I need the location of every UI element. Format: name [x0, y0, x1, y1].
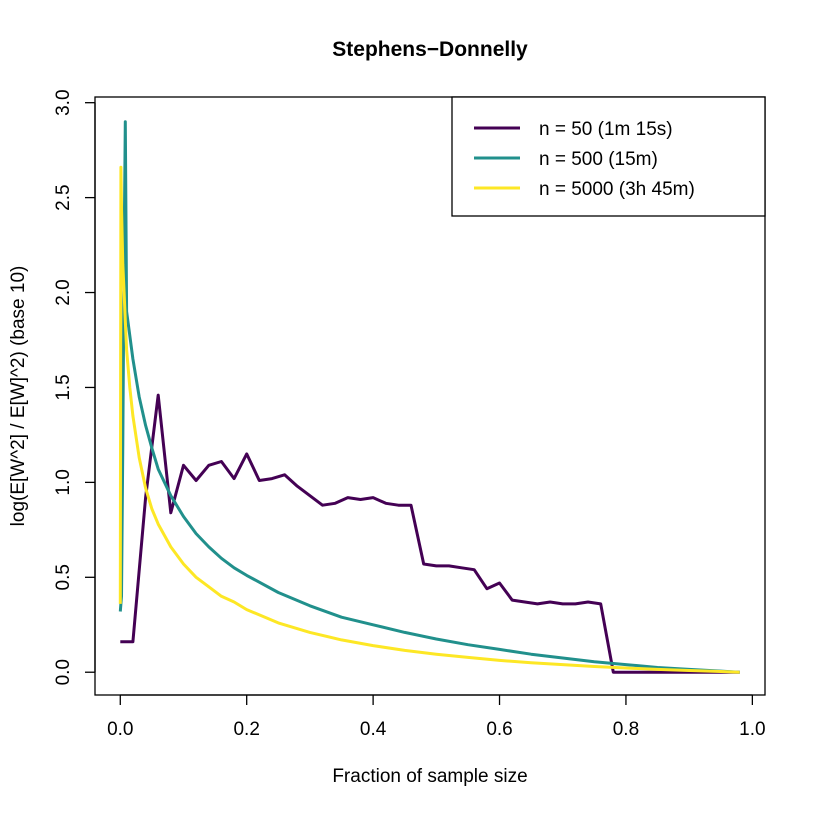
x-tick-label: 0.4 [360, 719, 387, 740]
y-axis-label: log(E[W^2] / E[W]^2) (base 10) [8, 266, 29, 527]
x-tick-label: 0.6 [486, 719, 512, 740]
legend-label-n500: n = 500 (15m) [539, 149, 658, 170]
x-tick-label: 0.8 [613, 719, 639, 740]
y-tick-label: 2.0 [53, 279, 74, 305]
y-tick-label: 1.0 [53, 469, 74, 495]
y-tick-label: 2.5 [53, 184, 74, 210]
x-tick-label: 1.0 [739, 719, 765, 740]
legend-label-n50: n = 50 (1m 15s) [539, 119, 673, 140]
y-tick-label: 0.0 [53, 659, 74, 685]
series-line-n5000 [118, 165, 740, 674]
chart-title: Stephens−Donnelly [332, 38, 528, 61]
x-tick-label: 0.0 [107, 719, 133, 740]
legend: n = 50 (1m 15s) n = 500 (15m) n = 5000 (… [451, 96, 766, 217]
y-axis: 0.0 0.5 1.0 1.5 2.0 2.5 3.0 [53, 89, 96, 685]
series-line-n50 [120, 393, 740, 674]
legend-label-n5000: n = 5000 (3h 45m) [539, 179, 695, 200]
y-tick-label: 1.5 [53, 374, 74, 400]
series-line-n500 [118, 120, 740, 674]
x-tick-label: 0.2 [233, 719, 259, 740]
x-axis: 0.0 0.2 0.4 0.6 0.8 1.0 [107, 694, 766, 740]
y-tick-label: 0.5 [53, 564, 74, 590]
series-layer [118, 120, 740, 674]
y-tick-label: 3.0 [53, 89, 74, 115]
x-axis-label: Fraction of sample size [332, 766, 527, 787]
